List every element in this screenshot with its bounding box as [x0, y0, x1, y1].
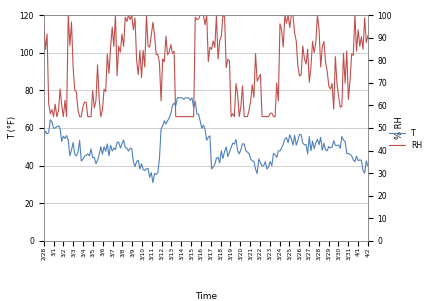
RH [352, 13, 357, 17]
RH [131, 28, 136, 32]
Line: T: T [44, 98, 368, 183]
T [365, 164, 371, 168]
Legend: T, RH: T, RH [388, 127, 424, 151]
T [102, 145, 107, 148]
T [61, 134, 66, 138]
RH [66, 13, 71, 17]
Text: Time: Time [195, 293, 217, 301]
T [175, 96, 180, 100]
Y-axis label: T (°F): T (°F) [8, 116, 17, 139]
RH [341, 51, 346, 55]
RH [365, 34, 371, 37]
T [341, 138, 346, 142]
T [352, 160, 357, 163]
T [54, 125, 60, 129]
T [150, 181, 155, 185]
T [127, 146, 133, 150]
Line: RH: RH [44, 15, 368, 117]
T [41, 135, 46, 139]
RH [56, 109, 61, 112]
Y-axis label: % RH: % RH [395, 116, 404, 139]
RH [51, 115, 56, 119]
RH [62, 98, 67, 102]
RH [41, 24, 46, 27]
RH [105, 52, 110, 56]
